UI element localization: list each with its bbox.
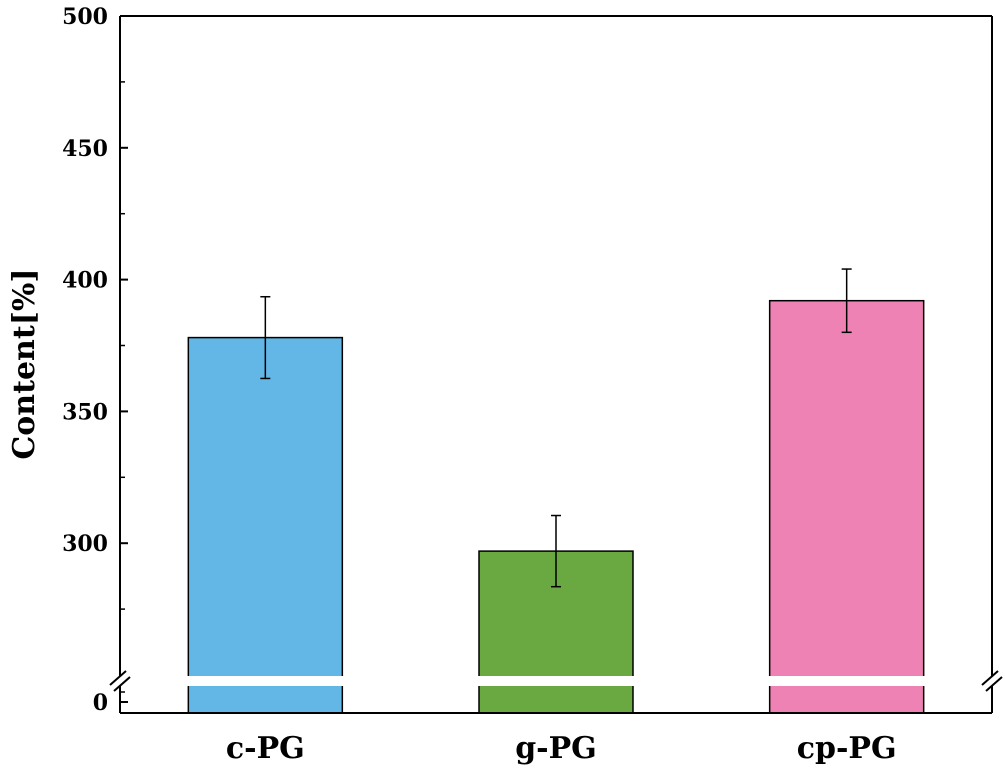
y-tick-label-0: 0 (93, 690, 108, 716)
y-tick-label-300: 300 (62, 531, 108, 557)
y-tick-label-400: 400 (62, 268, 108, 294)
break-mark-1-a (981, 670, 999, 686)
x-tick-label-g-PG: g-PG (515, 731, 597, 766)
bar-c-PG (187, 336, 344, 714)
bar-cp-PG (768, 299, 925, 714)
y-axis-title: Content[%] (7, 268, 42, 459)
x-tick-label-c-PG: c-PG (226, 731, 305, 766)
y-tick-label-500: 500 (62, 4, 108, 30)
break-mark-0-b (113, 676, 131, 692)
y-tick-label-450: 450 (62, 136, 108, 162)
break-mark-0-a (109, 670, 127, 686)
break-mark-1-b (985, 676, 1003, 692)
axis-break-band (106, 676, 1005, 686)
x-tick-label-cp-PG: cp-PG (797, 731, 897, 766)
y-tick-label-350: 350 (62, 399, 108, 425)
